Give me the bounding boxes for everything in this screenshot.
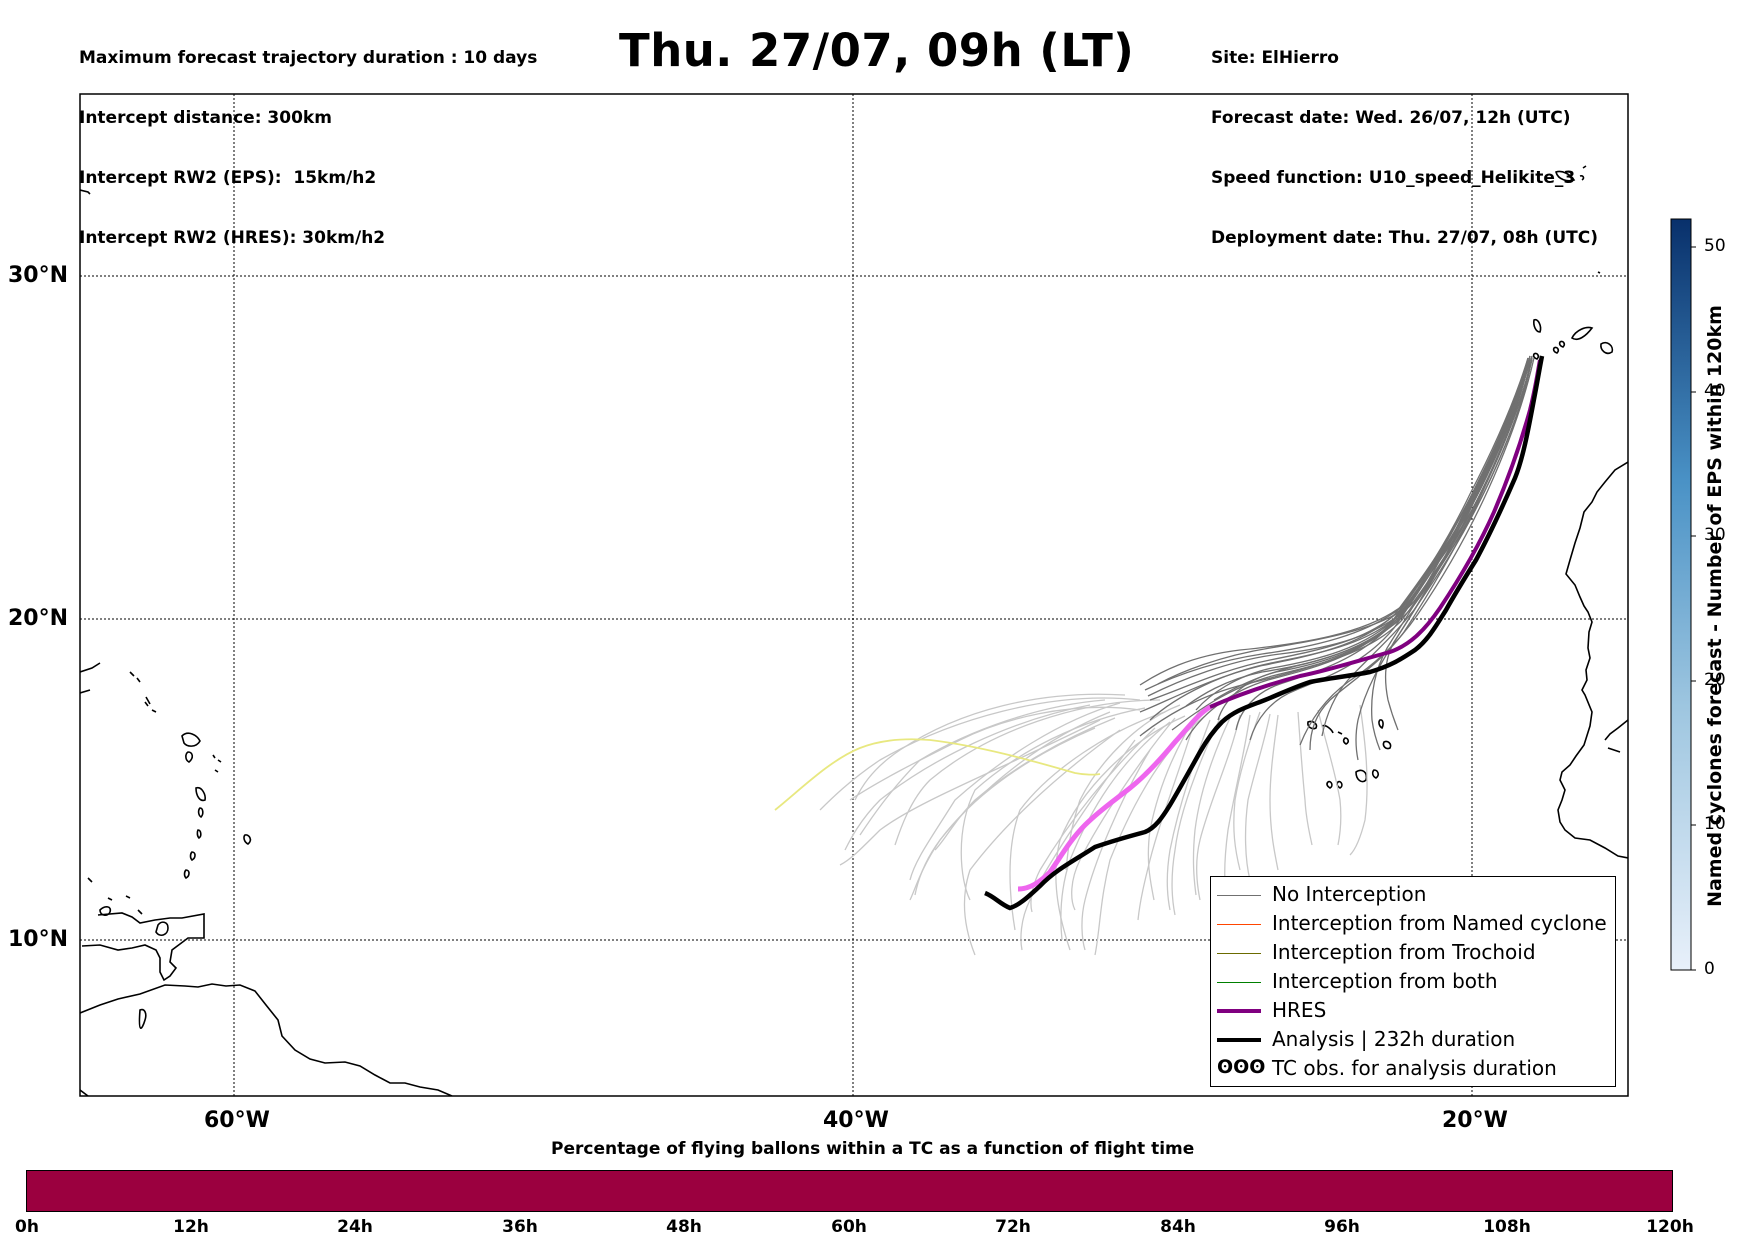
legend-label: TC obs. for analysis duration xyxy=(1272,1056,1557,1080)
header-right-info: Site: ElHierro Forecast date: Wed. 26/07… xyxy=(1211,8,1598,268)
timebar-title: Percentage of flying ballons within a TC… xyxy=(551,1139,1195,1159)
timebar-tick-120h: 120h xyxy=(1646,1217,1694,1237)
timebar xyxy=(26,1170,1673,1212)
legend-item-trochoid: Interception from Trochoid xyxy=(1211,939,1615,968)
lat-label-20n: 20°N xyxy=(8,606,69,631)
timebar-tick-108h: 108h xyxy=(1483,1217,1531,1237)
hres-track xyxy=(1209,359,1542,709)
legend-item-hres: HRES xyxy=(1211,997,1615,1026)
timebar-tick-0h: 0h xyxy=(15,1217,39,1237)
hres-track-early xyxy=(1017,704,1212,892)
legend-item-analysis: Analysis | 232h duration xyxy=(1211,1026,1615,1055)
colorbar xyxy=(1670,218,1692,971)
colorbar-ticks xyxy=(1691,246,1696,971)
map-legend: No Interception Interception from Named … xyxy=(1210,876,1616,1087)
map-frame xyxy=(79,93,1629,1097)
max-duration-text: Maximum forecast trajectory duration : 1… xyxy=(79,48,538,68)
deployment-date-text: Deployment date: Thu. 27/07, 08h (UTC) xyxy=(1211,228,1598,248)
tc-obs-symbol-icon: ʘʘʘ xyxy=(1217,1056,1266,1078)
intercept-hres-text: Intercept RW2 (HRES): 30km/h2 xyxy=(79,228,386,248)
timebar-tick-24h: 24h xyxy=(337,1217,373,1237)
analysis-track xyxy=(984,355,1545,911)
colorbar-tick-10: 10 xyxy=(1704,814,1726,834)
timebar-tick-36h: 36h xyxy=(502,1217,538,1237)
timebar-tick-72h: 72h xyxy=(995,1217,1031,1237)
legend-item-named-cyclone: Interception from Named cyclone xyxy=(1211,910,1615,939)
yellow-track xyxy=(774,738,1101,811)
intercept-eps-text: Intercept RW2 (EPS): 15km/h2 xyxy=(79,168,377,188)
legend-label: Analysis | 232h duration xyxy=(1272,1027,1516,1051)
legend-label: Interception from both xyxy=(1272,969,1498,993)
forecast-date-text: Forecast date: Wed. 26/07, 12h (UTC) xyxy=(1211,108,1571,128)
coastlines xyxy=(80,165,1628,1096)
colorbar-title: Named cyclones forecast - Number of EPS … xyxy=(1704,305,1726,907)
legend-label: Interception from Named cyclone xyxy=(1272,911,1607,935)
colorbar-tick-50: 50 xyxy=(1704,236,1726,256)
legend-swatch xyxy=(1217,1038,1261,1042)
lat-label-30n: 30°N xyxy=(8,263,69,288)
eps-trajectories-light xyxy=(819,693,1368,956)
colorbar-tick-20: 20 xyxy=(1704,670,1726,690)
legend-label: No Interception xyxy=(1272,882,1427,906)
legend-label: HRES xyxy=(1272,998,1327,1022)
legend-item-both: Interception from both xyxy=(1211,968,1615,997)
legend-swatch xyxy=(1217,924,1261,925)
legend-swatch xyxy=(1217,1009,1261,1013)
colorbar-tick-30: 30 xyxy=(1704,525,1726,545)
legend-label: Interception from Trochoid xyxy=(1272,940,1536,964)
site-text: Site: ElHierro xyxy=(1211,48,1339,68)
page-title: Thu. 27/07, 09h (LT) xyxy=(619,24,1135,77)
legend-item-no-interception: No Interception xyxy=(1211,881,1615,910)
legend-swatch xyxy=(1217,982,1261,983)
eps-trajectories-dark xyxy=(1139,355,1535,761)
legend-swatch xyxy=(1217,895,1261,896)
colorbar-tick-40: 40 xyxy=(1704,381,1726,401)
colorbar-tick-0: 0 xyxy=(1704,959,1715,979)
intercept-distance-text: Intercept distance: 300km xyxy=(79,108,332,128)
header-left-info: Maximum forecast trajectory duration : 1… xyxy=(79,8,537,268)
lon-label-40w: 40°W xyxy=(823,1108,889,1133)
legend-swatch xyxy=(1217,953,1261,954)
timebar-tick-84h: 84h xyxy=(1160,1217,1196,1237)
speed-function-text: Speed function: U10_speed_Helikite_3 xyxy=(1211,168,1576,188)
legend-item-tc-obs: ʘʘʘ TC obs. for analysis duration xyxy=(1211,1055,1615,1084)
timebar-tick-12h: 12h xyxy=(173,1217,209,1237)
lat-label-10n: 10°N xyxy=(8,927,69,952)
lon-label-60w: 60°W xyxy=(204,1108,270,1133)
timebar-tick-48h: 48h xyxy=(666,1217,702,1237)
timebar-tick-60h: 60h xyxy=(831,1217,867,1237)
lon-label-20w: 20°W xyxy=(1442,1108,1508,1133)
timebar-tick-96h: 96h xyxy=(1324,1217,1360,1237)
